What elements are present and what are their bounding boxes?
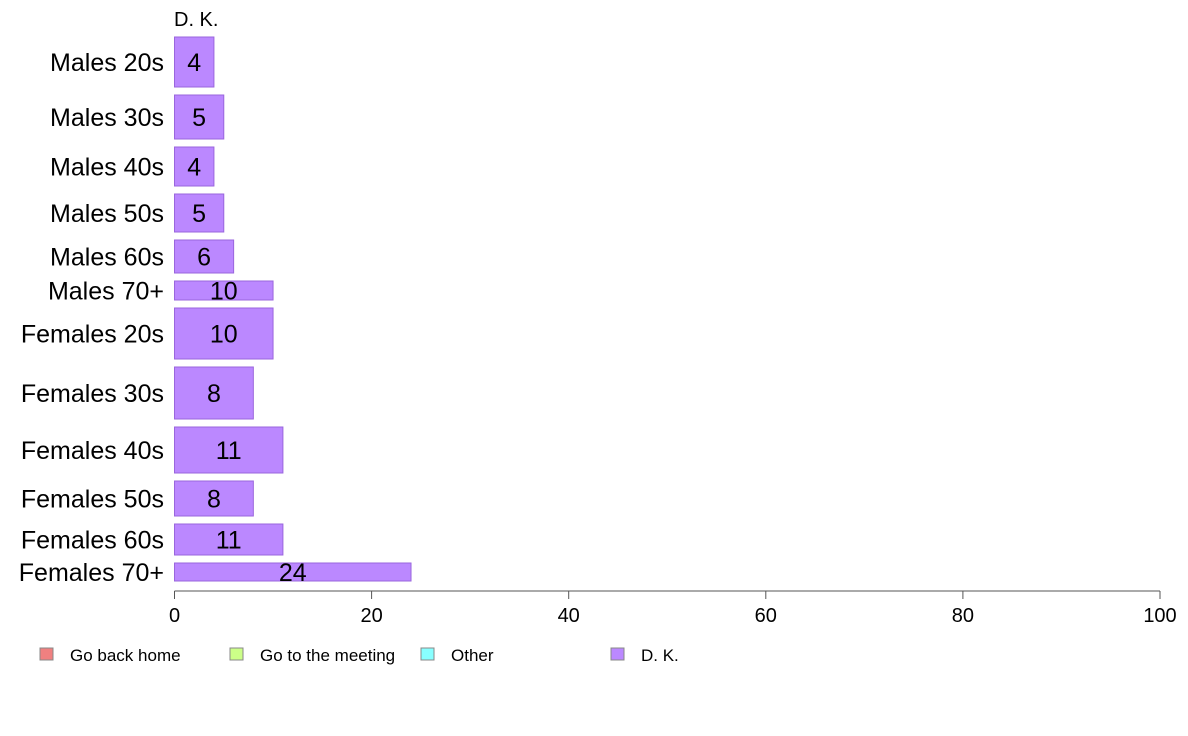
category-label: Females 70+ [19,559,164,587]
bar-value-label: 8 [207,486,221,514]
bar-value-label: 10 [210,278,238,306]
category-label: Males 50s [50,200,164,228]
category-label: Males 40s [50,154,164,182]
x-tick-label: 100 [1143,605,1176,627]
legend-swatch [39,647,54,661]
bar-value-label: 24 [279,559,307,587]
category-label: Females 20s [21,321,164,349]
x-tick-label: 40 [558,605,580,627]
category-label: Males 60s [50,244,164,272]
bar-value-label: 10 [210,321,238,349]
bar-value-label: 5 [192,104,206,132]
category-label: Males 20s [50,49,164,77]
category-labels: Males 20s Males 30s Males 40s Males 50s Male… [19,49,164,587]
bar [174,146,215,187]
x-tick-label: 80 [952,605,974,627]
x-tick-label: 20 [360,605,382,627]
bar [174,480,254,517]
bar-value-label: 6 [197,244,211,272]
bar-value-label: 11 [216,527,242,555]
legend-label: Other [451,646,494,665]
x-axis: 0 20 40 60 80 100 [169,590,1177,627]
bar [174,239,235,274]
legend-swatch [420,647,435,661]
legend-swatch [229,647,244,661]
bar [174,94,225,140]
bar [174,523,284,556]
bar-value-label: 8 [207,380,221,408]
bar-value-label: 5 [192,200,206,228]
category-label: Females 30s [21,380,164,408]
category-label: Males 30s [50,104,164,132]
bar-value-label: 11 [216,437,242,465]
bar [174,193,225,233]
bar [174,307,274,360]
legend-label: Go to the meeting [260,646,395,665]
bar-value-label: 4 [187,49,201,77]
x-tick-label: 0 [169,605,180,627]
bar-group: 4 5 4 5 6 10 10 8 11 8 11 24 [174,36,412,587]
legend-label: Go back home [70,646,181,665]
legend: Go back home Go to the meeting Other D. K. [39,646,679,665]
bar [174,366,254,420]
bar [174,562,412,582]
bar [174,426,284,474]
legend-label: D. K. [641,646,679,665]
panel-title: D. K. [174,9,218,31]
bar [174,280,274,301]
category-label: Females 40s [21,437,164,465]
legend-swatch [610,647,625,661]
bar [174,36,215,88]
category-label: Males 70+ [48,278,164,306]
x-tick-label: 60 [755,605,777,627]
bar-value-label: 4 [187,154,201,182]
category-label: Females 60s [21,527,164,555]
category-label: Females 50s [21,486,164,514]
